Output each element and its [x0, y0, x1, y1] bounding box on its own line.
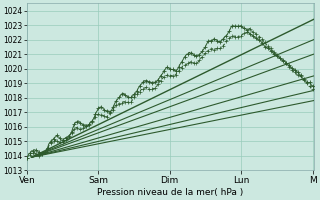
- X-axis label: Pression niveau de la mer( hPa ): Pression niveau de la mer( hPa ): [97, 188, 243, 197]
